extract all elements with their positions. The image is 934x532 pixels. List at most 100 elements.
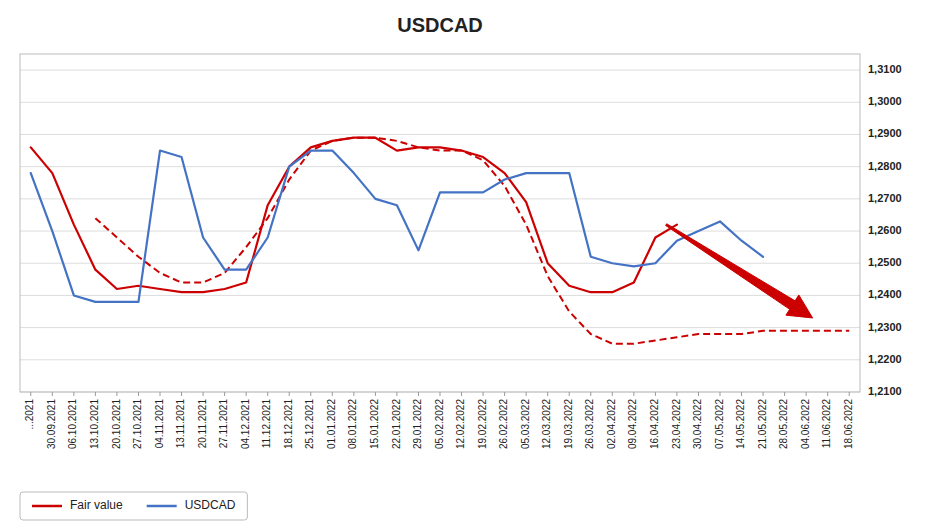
x-tick (526, 392, 527, 396)
legend-label: Fair value (70, 498, 123, 512)
x-tick-label: 21.05.2022 (757, 399, 768, 449)
x-tick-label: 30.09.2021 (46, 399, 57, 449)
x-tick (289, 392, 290, 396)
grid-line (20, 70, 860, 71)
grid-line (20, 359, 860, 360)
x-tick-label: 14.05.2022 (735, 399, 746, 449)
series-line (95, 138, 849, 344)
y-tick-label: 1,2300 (868, 321, 902, 333)
x-tick-label: 04.06.2022 (800, 399, 811, 449)
plot-frame (20, 54, 860, 392)
grid-line (20, 327, 860, 328)
x-tick-label: 20.10.2021 (111, 399, 122, 449)
y-tick-label: 1,2600 (868, 224, 902, 236)
x-tick-label: 29.01.2022 (412, 399, 423, 449)
x-tick-label: 07.05.2022 (714, 399, 725, 449)
x-tick (353, 392, 354, 396)
x-tick-label: 19.03.2022 (563, 399, 574, 449)
x-tick (612, 392, 613, 396)
x-tick (483, 392, 484, 396)
x-tick-label: 05.02.2022 (434, 399, 445, 449)
x-tick (504, 392, 505, 396)
grid-line (20, 198, 860, 199)
x-tick (224, 392, 225, 396)
x-tick-label: 11.06.2022 (821, 399, 832, 449)
x-tick (160, 392, 161, 396)
x-tick-label: 18.06.2022 (843, 399, 854, 449)
x-tick-label: 04.12.2021 (240, 399, 251, 449)
x-tick (138, 392, 139, 396)
x-tick-label: 12.02.2022 (455, 399, 466, 449)
legend-label: USDCAD (185, 498, 236, 512)
x-tick (30, 392, 31, 396)
y-tick-label: 1,2100 (868, 385, 902, 397)
x-tick-label: 04.11.2021 (154, 399, 165, 449)
x-tick-label: 02.04.2022 (606, 399, 617, 449)
x-tick-label: 20.11.2021 (197, 399, 208, 449)
y-tick-label: 1,3100 (868, 63, 902, 75)
x-tick (633, 392, 634, 396)
legend: Fair value USDCAD (20, 492, 247, 520)
x-tick (590, 392, 591, 396)
x-tick (849, 392, 850, 396)
legend-swatch (147, 505, 177, 508)
x-tick (375, 392, 376, 396)
x-tick-label: 28.05.2022 (778, 399, 789, 449)
x-tick (73, 392, 74, 396)
x-tick (806, 392, 807, 396)
x-tick (116, 392, 117, 396)
x-tick-label: 05.03.2022 (520, 399, 531, 449)
x-tick (698, 392, 699, 396)
y-tick-label: 1,2800 (868, 160, 902, 172)
x-tick-label: 25.12.2021 (304, 399, 315, 449)
x-tick-label: 26.02.2022 (498, 399, 509, 449)
x-tick-label: 13.11.2021 (175, 399, 186, 449)
x-tick (569, 392, 570, 396)
x-tick (181, 392, 182, 396)
arrow (666, 224, 813, 318)
x-tick (827, 392, 828, 396)
x-tick (440, 392, 441, 396)
x-tick (95, 392, 96, 396)
x-tick-label: 23.04.2022 (671, 399, 682, 449)
x-tick (720, 392, 721, 396)
grid-line (20, 295, 860, 296)
series-line (31, 151, 763, 302)
x-tick-label: 13.10.2021 (89, 399, 100, 449)
x-tick (763, 392, 764, 396)
x-tick (676, 392, 677, 396)
x-tick-label: 27.10.2021 (132, 399, 143, 449)
grid-line (20, 231, 860, 232)
x-tick (396, 392, 397, 396)
x-tick (741, 392, 742, 396)
x-tick (267, 392, 268, 396)
y-tick-label: 1,2500 (868, 256, 902, 268)
y-tick-label: 1,2700 (868, 192, 902, 204)
y-tick-label: 1,2400 (868, 288, 902, 300)
x-tick-label: 06.10.2021 (67, 399, 78, 449)
x-tick (655, 392, 656, 396)
y-tick-label: 1,2200 (868, 353, 902, 365)
x-tick-label: 22.01.2022 (391, 399, 402, 449)
x-tick (203, 392, 204, 396)
grid-line (20, 134, 860, 135)
x-axis: ...202130.09.202106.10.202113.10.202120.… (24, 392, 853, 449)
grid (20, 70, 860, 392)
x-tick (310, 392, 311, 396)
grid-line (20, 166, 860, 167)
x-tick-label: 08.01.2022 (347, 399, 358, 449)
x-tick-label: 18.12.2021 (283, 399, 294, 449)
x-tick-label: 12.03.2022 (541, 399, 552, 449)
plot-area (31, 138, 849, 344)
y-tick-label: 1,2900 (868, 127, 902, 139)
x-tick (52, 392, 53, 396)
x-tick-label: 30.04.2022 (692, 399, 703, 449)
x-tick-label: 27.11.2021 (218, 399, 229, 449)
legend-box (20, 492, 247, 520)
legend-swatch (32, 505, 62, 508)
x-tick (547, 392, 548, 396)
x-tick (246, 392, 247, 396)
x-tick (332, 392, 333, 396)
x-tick-label: 09.04.2022 (627, 399, 638, 449)
x-tick-label: 01.01.2022 (326, 399, 337, 449)
